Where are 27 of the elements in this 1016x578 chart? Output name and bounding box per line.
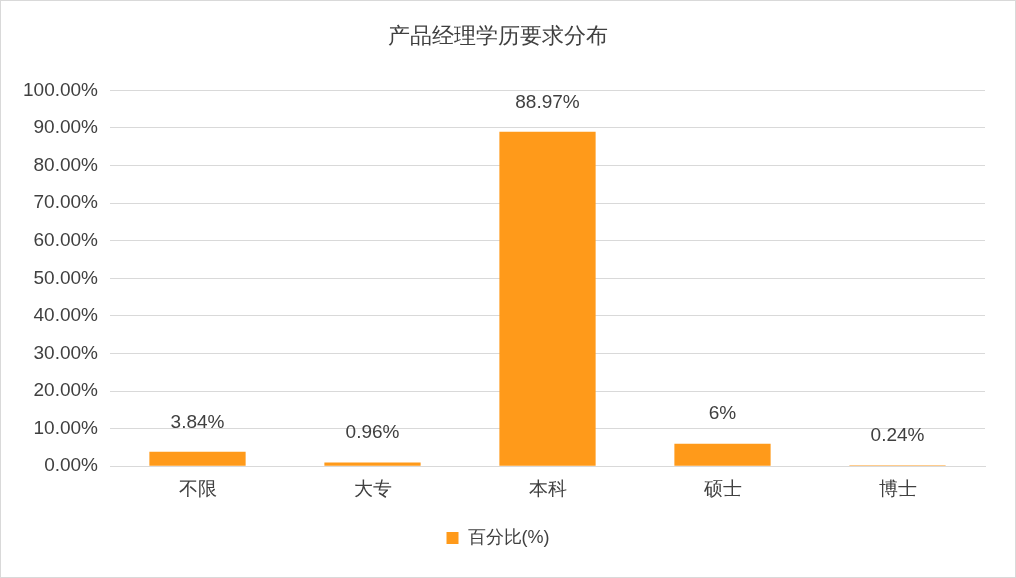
x-tick-label: 本科 [528, 477, 567, 499]
y-tick-label: 10.00% [33, 416, 99, 438]
text: 6% [708, 402, 737, 424]
legend-label: 百分比(%) [467, 526, 550, 547]
bar [674, 443, 771, 466]
x-tick-label: 不限 [178, 477, 217, 499]
y-tick-label: 30.00% [33, 341, 99, 363]
y-tick-label: 80.00% [33, 153, 99, 175]
text: 88.97% [515, 90, 580, 112]
y-tick-label: 70.00% [33, 191, 99, 213]
y-tick-label: 0.00% [44, 454, 99, 476]
y-tick-label: 60.00% [33, 228, 99, 250]
x-tick-label: 大专 [353, 477, 392, 499]
x-tick-label: 硕士 [702, 477, 742, 499]
text: 0.24% [870, 424, 925, 446]
chart-title: 产品经理学历要求分布 [388, 23, 608, 49]
y-tick-label: 100.00% [22, 78, 99, 100]
text: 0.96% [345, 421, 400, 443]
y-tick-label: 40.00% [33, 304, 99, 326]
bar [324, 462, 421, 466]
y-tick-label: 50.00% [33, 266, 99, 288]
bar [499, 131, 596, 466]
y-tick-label: 90.00% [33, 116, 99, 138]
text: 3.84% [170, 410, 225, 432]
y-tick-label: 20.00% [33, 379, 99, 401]
x-tick-label: 博士 [878, 477, 917, 499]
bar [149, 451, 246, 466]
